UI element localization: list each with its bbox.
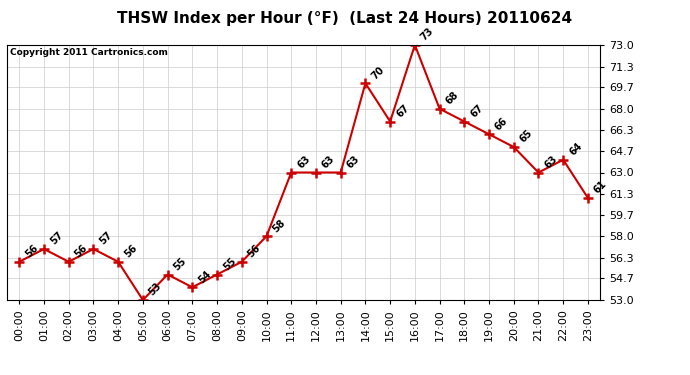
Text: 55: 55 — [172, 256, 188, 272]
Text: 65: 65 — [518, 128, 535, 145]
Text: 63: 63 — [320, 154, 337, 170]
Text: 57: 57 — [48, 230, 65, 247]
Text: 61: 61 — [592, 179, 609, 196]
Text: 58: 58 — [270, 217, 287, 234]
Text: 66: 66 — [493, 116, 510, 132]
Text: 57: 57 — [97, 230, 115, 247]
Text: Copyright 2011 Cartronics.com: Copyright 2011 Cartronics.com — [10, 48, 168, 57]
Text: 56: 56 — [246, 243, 263, 260]
Text: 67: 67 — [394, 103, 411, 119]
Text: 56: 56 — [73, 243, 90, 260]
Text: 68: 68 — [444, 90, 460, 106]
Text: 67: 67 — [469, 103, 485, 119]
Text: 53: 53 — [147, 281, 164, 298]
Text: 73: 73 — [419, 26, 435, 43]
Text: THSW Index per Hour (°F)  (Last 24 Hours) 20110624: THSW Index per Hour (°F) (Last 24 Hours)… — [117, 11, 573, 26]
Text: 55: 55 — [221, 256, 238, 272]
Text: 70: 70 — [370, 64, 386, 81]
Text: 64: 64 — [567, 141, 584, 158]
Text: 63: 63 — [345, 154, 362, 170]
Text: 56: 56 — [122, 243, 139, 260]
Text: 63: 63 — [542, 154, 560, 170]
Text: 54: 54 — [197, 268, 213, 285]
Text: 63: 63 — [295, 154, 312, 170]
Text: 56: 56 — [23, 243, 40, 260]
